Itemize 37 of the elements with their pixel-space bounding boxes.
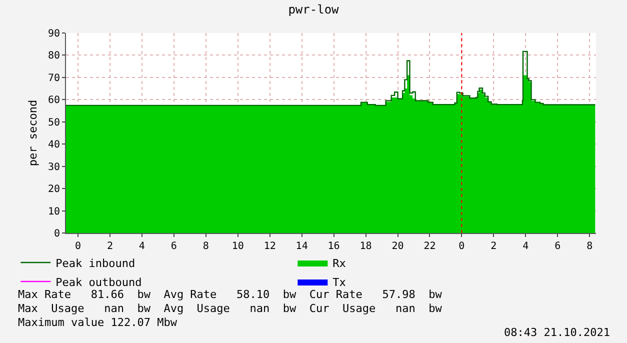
x-tick-label: 0 [74, 241, 82, 252]
text: Max Rate 81.66 bw Avg Rate 58.10 bw Cur Rate 57.98 bw [18, 288, 442, 301]
text: Max Usage nan bw Avg Usage nan bw Cur Usage nan bw [18, 302, 442, 315]
text: Maximum value 122.07 Mbw [18, 316, 178, 329]
legend-label: Peak inbound [56, 256, 136, 270]
x-tick-label: 18 [360, 241, 372, 252]
x-tick-label: 22 [424, 241, 436, 252]
x-tick-label: 2 [490, 241, 497, 252]
x-tick-label: 14 [296, 241, 308, 252]
legend-label: Tx [332, 276, 346, 289]
y-axis-title: per second [26, 100, 40, 166]
y-tick-label: 40 [48, 140, 60, 151]
y-tick-label: 50 [48, 117, 60, 128]
text: 08:43 21.10.2021 [504, 326, 610, 339]
x-tick-label: 4 [138, 241, 145, 252]
y-tick-label: 60 [48, 95, 60, 106]
x-tick-label: 20 [392, 241, 404, 252]
y-tick-label: 0 [54, 228, 60, 240]
x-tick-label: 16 [328, 241, 340, 252]
x-tick-label: 8 [586, 241, 593, 252]
y-tick-label: 70 [48, 72, 60, 84]
y-tick-label: 30 [48, 162, 60, 173]
chart-title: pwr-low [288, 2, 340, 17]
legend-label: Peak outbound [56, 276, 142, 289]
legend-label: Rx [332, 256, 346, 270]
x-tick-label: 0 [458, 241, 465, 252]
x-tick-label: 6 [170, 241, 177, 252]
x-tick-label: 10 [232, 241, 244, 252]
x-tick-label: 8 [202, 241, 209, 252]
x-tick-label: 2 [106, 241, 113, 252]
y-tick-label: 10 [48, 206, 60, 218]
x-tick-label: 4 [522, 241, 529, 252]
x-tick-label: 12 [264, 241, 276, 252]
y-tick-label: 80 [48, 50, 60, 62]
y-tick-label: 20 [48, 184, 60, 196]
x-tick-label: 6 [554, 241, 561, 252]
y-tick-label: 90 [48, 28, 60, 40]
